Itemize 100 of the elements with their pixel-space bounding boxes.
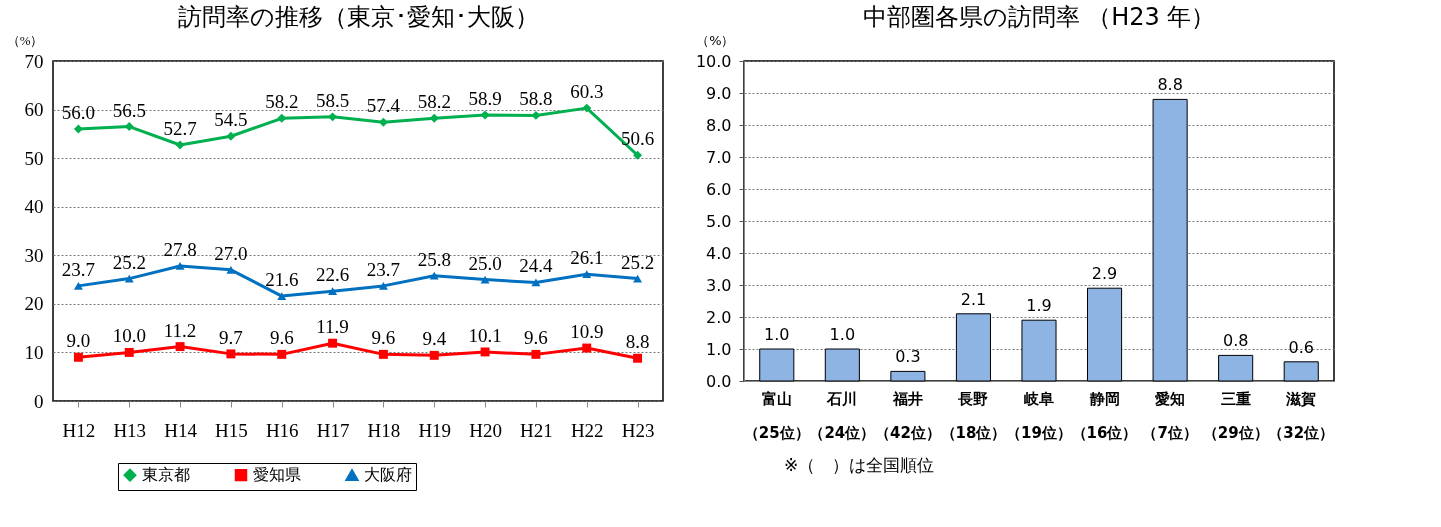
data-label: 10.9 xyxy=(570,321,604,343)
data-label: 23.7 xyxy=(61,258,96,280)
point xyxy=(277,349,287,359)
data-label: 1.0 xyxy=(829,325,856,344)
data-label: 26.1 xyxy=(570,247,604,269)
data-label: 9.6 xyxy=(371,327,396,349)
data-label: 58.2 xyxy=(265,91,299,113)
data-label: 27.0 xyxy=(214,242,248,264)
data-label: 1.0 xyxy=(764,325,790,344)
point xyxy=(175,140,185,150)
point xyxy=(277,292,287,300)
chart-title: 訪問率の推移（東京･愛知･大阪） xyxy=(177,3,539,31)
x-tick-label: 三重（29位） xyxy=(1202,389,1269,442)
data-label: 10.1 xyxy=(468,324,502,346)
point xyxy=(226,131,236,141)
x-tick-label: H22 xyxy=(570,419,604,441)
y-tick-label: 30 xyxy=(24,244,44,266)
data-label: 25.0 xyxy=(468,252,502,274)
data-label: 27.8 xyxy=(163,238,197,260)
point xyxy=(633,150,643,160)
point xyxy=(73,124,83,134)
point xyxy=(124,122,134,132)
data-label: 9.6 xyxy=(269,327,294,349)
data-label: 58.2 xyxy=(417,91,451,113)
y-tick-label: 40 xyxy=(24,196,44,218)
x-tick-label: H21 xyxy=(520,419,553,441)
text: ※（ ）は全国順位 xyxy=(784,455,935,475)
data-label: 8.8 xyxy=(625,331,650,353)
x-tick-label: H15 xyxy=(215,419,248,441)
y-axis-title: （%） xyxy=(696,32,735,48)
data-label: 2.1 xyxy=(960,289,987,309)
x-tick-label: H12 xyxy=(62,419,96,441)
data-label: 25.2 xyxy=(112,251,146,273)
data-label: 58.8 xyxy=(519,88,553,110)
data-label: 52.7 xyxy=(163,118,197,140)
data-label: 10.0 xyxy=(112,325,146,347)
point xyxy=(582,343,592,353)
data-label: 9.4 xyxy=(422,328,447,350)
point xyxy=(226,349,236,359)
x-tick-label: H18 xyxy=(367,419,401,441)
point xyxy=(124,347,134,357)
y-tick-label: 60 xyxy=(24,99,44,121)
x-tick-label: 石川（24位） xyxy=(809,389,876,442)
x-tick-label: H13 xyxy=(113,419,147,441)
point xyxy=(480,110,490,120)
data-label: 56.5 xyxy=(112,99,146,121)
point xyxy=(175,342,185,352)
y-tick-label: 1.0 xyxy=(706,339,732,359)
x-tick-label: 長野（18位） xyxy=(940,389,1007,442)
data-label: 11.2 xyxy=(163,319,197,341)
y-tick-label: 10 xyxy=(24,341,44,363)
x-tick-label: H16 xyxy=(265,419,299,441)
point xyxy=(277,113,287,123)
x-tick-label: 富山（25位） xyxy=(743,389,810,442)
data-label: 0.8 xyxy=(1222,331,1249,351)
data-label: 60.3 xyxy=(570,81,604,103)
y-tick-label: 50 xyxy=(24,147,44,169)
y-tick-label: 3.0 xyxy=(706,275,732,295)
data-label: 2.9 xyxy=(1091,264,1118,284)
data-label: 25.8 xyxy=(417,248,451,270)
data-label: 58.5 xyxy=(315,89,350,111)
point xyxy=(429,350,439,360)
point xyxy=(378,117,388,127)
point xyxy=(73,352,83,362)
data-label: 56.0 xyxy=(61,102,96,123)
point xyxy=(328,338,338,348)
legend-label: 東京都 xyxy=(142,465,190,485)
data-label: 50.6 xyxy=(620,128,655,150)
y-tick-label: 0 xyxy=(34,390,44,412)
y-tick-label: 70 xyxy=(24,50,44,72)
data-label: 0.6 xyxy=(1288,337,1314,357)
data-label: 54.5 xyxy=(214,109,248,131)
y-tick-label: 10.0 xyxy=(695,51,732,71)
data-label: 21.6 xyxy=(265,269,299,291)
x-tick-label: H20 xyxy=(469,419,502,441)
point xyxy=(175,262,185,270)
point xyxy=(378,282,388,290)
point xyxy=(582,270,592,279)
data-label: 8.8 xyxy=(1157,75,1183,95)
data-label: 9.7 xyxy=(219,326,243,348)
y-tick-label: 4.0 xyxy=(706,243,732,263)
point xyxy=(328,287,338,296)
data-label: 1.9 xyxy=(1026,296,1052,316)
y-tick-label: 20 xyxy=(24,293,44,315)
data-label: 24.4 xyxy=(519,255,554,277)
point xyxy=(531,349,541,359)
x-tick-label: H17 xyxy=(316,419,350,441)
y-tick-label: 5.0 xyxy=(706,211,732,231)
legend-label: 大阪府 xyxy=(364,465,412,485)
data-label: 22.6 xyxy=(315,264,350,286)
data-label: 57.4 xyxy=(366,95,401,117)
x-tick-label: 福井（42位） xyxy=(874,389,941,442)
y-tick-label: 9.0 xyxy=(706,83,732,103)
data-label: 0.3 xyxy=(895,347,921,367)
y-tick-label: 2.0 xyxy=(706,307,732,327)
point xyxy=(429,271,439,280)
legend-label: 愛知県 xyxy=(253,465,301,485)
x-tick-label: H23 xyxy=(621,419,655,441)
y-axis-title: （%） xyxy=(6,32,44,48)
x-tick-label: 滋賀（32位） xyxy=(1268,389,1335,442)
